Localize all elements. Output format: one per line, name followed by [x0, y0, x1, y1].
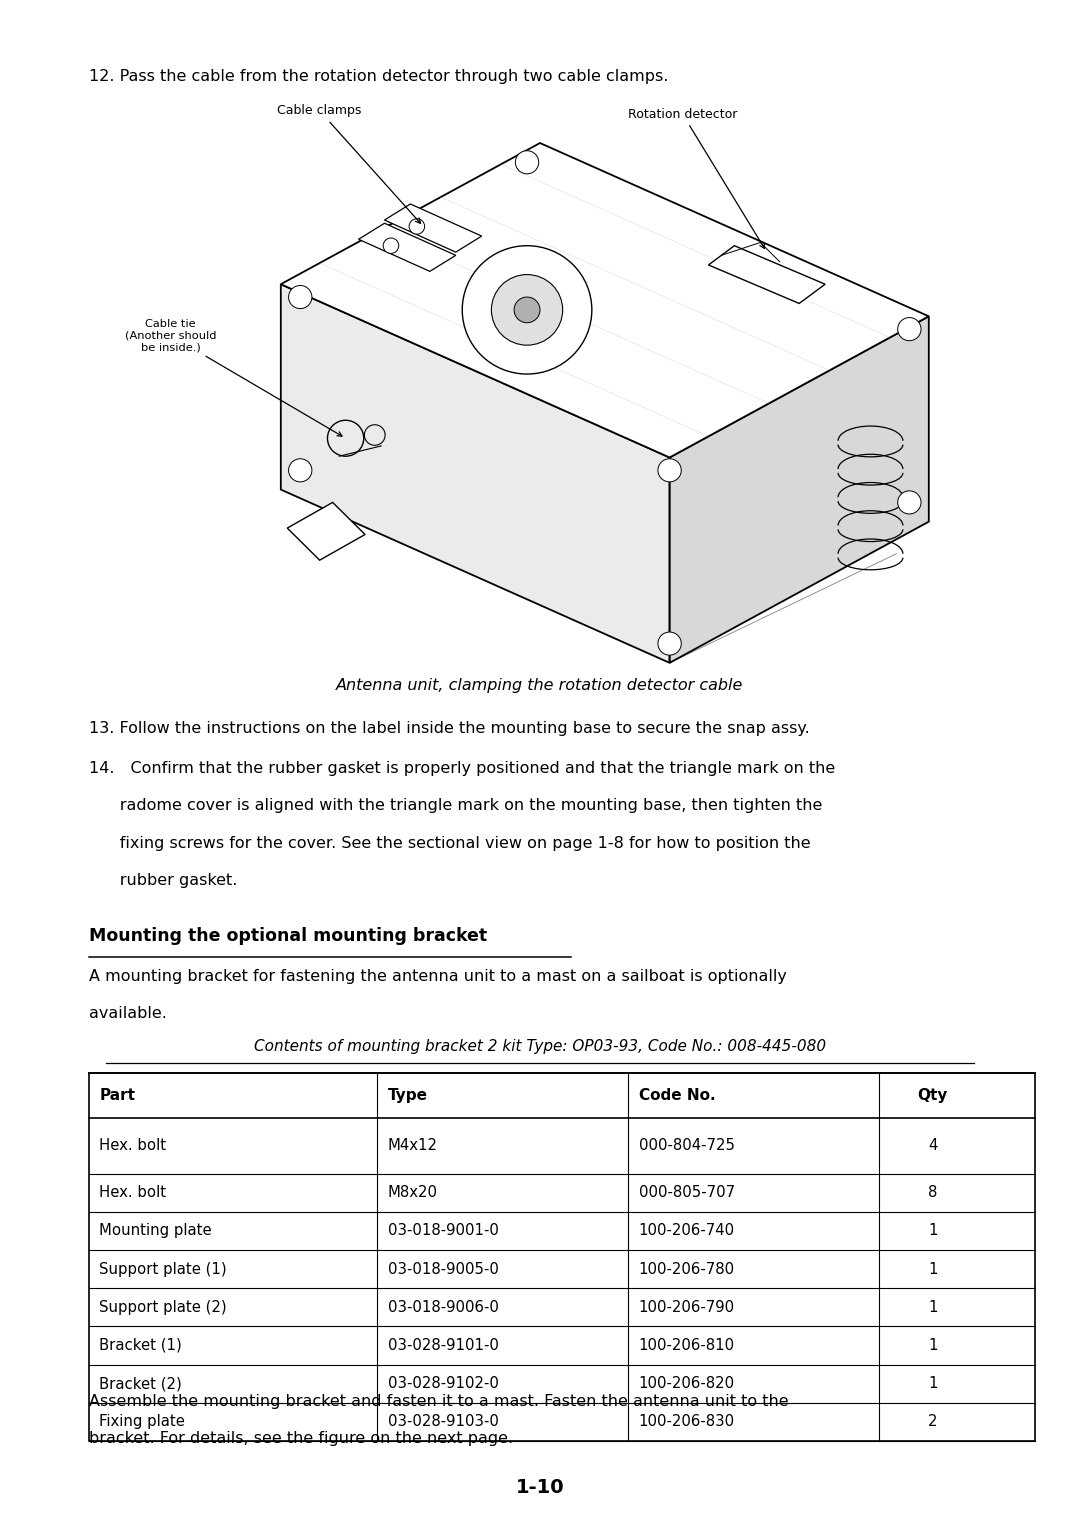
Polygon shape: [670, 316, 929, 663]
Text: Bracket (2): Bracket (2): [99, 1377, 183, 1390]
Circle shape: [658, 633, 681, 656]
Text: 13. Follow the instructions on the label inside the mounting base to secure the : 13. Follow the instructions on the label…: [89, 721, 809, 736]
Text: 1: 1: [928, 1300, 937, 1314]
Circle shape: [462, 246, 592, 374]
Text: fixing screws for the cover. See the sectional view on page 1-8 for how to posit: fixing screws for the cover. See the sec…: [89, 836, 810, 851]
Text: Qty: Qty: [918, 1088, 948, 1103]
Text: A mounting bracket for fastening the antenna unit to a mast on a sailboat is opt: A mounting bracket for fastening the ant…: [89, 969, 786, 984]
Text: 000-804-725: 000-804-725: [638, 1138, 734, 1154]
Text: Part: Part: [99, 1088, 135, 1103]
Polygon shape: [281, 144, 929, 457]
Circle shape: [658, 458, 681, 481]
Text: 12. Pass the cable from the rotation detector through two cable clamps.: 12. Pass the cable from the rotation det…: [89, 69, 667, 84]
Circle shape: [897, 490, 921, 513]
Text: 03-018-9005-0: 03-018-9005-0: [388, 1262, 499, 1276]
Text: 1: 1: [928, 1262, 937, 1276]
Polygon shape: [708, 246, 825, 304]
Text: Type: Type: [388, 1088, 428, 1103]
Text: 100-206-830: 100-206-830: [638, 1415, 734, 1429]
Text: 1: 1: [928, 1224, 937, 1238]
Text: 1-10: 1-10: [515, 1479, 565, 1497]
Text: Mounting the optional mounting bracket: Mounting the optional mounting bracket: [89, 927, 487, 946]
Text: Code No.: Code No.: [638, 1088, 715, 1103]
Text: 2: 2: [928, 1415, 937, 1429]
Text: 8: 8: [928, 1186, 937, 1199]
Text: M4x12: M4x12: [388, 1138, 437, 1154]
Text: 03-028-9102-0: 03-028-9102-0: [388, 1377, 499, 1390]
Text: Rotation detector: Rotation detector: [627, 107, 765, 249]
Polygon shape: [287, 503, 365, 561]
Circle shape: [409, 219, 424, 234]
Text: 03-028-9101-0: 03-028-9101-0: [388, 1339, 499, 1352]
Text: M8x20: M8x20: [388, 1186, 437, 1199]
Text: radome cover is aligned with the triangle mark on the mounting base, then tighte: radome cover is aligned with the triangl…: [89, 798, 822, 813]
Polygon shape: [359, 223, 456, 272]
Text: rubber gasket.: rubber gasket.: [89, 874, 237, 888]
Circle shape: [491, 275, 563, 345]
Text: 100-206-780: 100-206-780: [638, 1262, 734, 1276]
Text: Hex. bolt: Hex. bolt: [99, 1138, 166, 1154]
Circle shape: [288, 286, 312, 309]
Polygon shape: [384, 203, 482, 252]
Circle shape: [383, 238, 399, 254]
Text: Support plate (2): Support plate (2): [99, 1300, 227, 1314]
Text: Mounting plate: Mounting plate: [99, 1224, 212, 1238]
Circle shape: [514, 296, 540, 322]
Text: 4: 4: [928, 1138, 937, 1154]
Text: 14. Confirm that the rubber gasket is properly positioned and that the triangle : 14. Confirm that the rubber gasket is pr…: [89, 761, 835, 776]
Text: 100-206-820: 100-206-820: [638, 1377, 734, 1390]
Bar: [89, 1073, 1035, 1441]
Text: 1: 1: [928, 1377, 937, 1390]
Text: available.: available.: [89, 1007, 166, 1021]
Text: Cable tie
(Another should
be inside.): Cable tie (Another should be inside.): [125, 319, 342, 435]
Text: 1: 1: [928, 1339, 937, 1352]
Text: Antenna unit, clamping the rotation detector cable: Antenna unit, clamping the rotation dete…: [336, 678, 744, 694]
Text: Bracket (1): Bracket (1): [99, 1339, 183, 1352]
Text: Contents of mounting bracket 2 kit Type: OP03-93, Code No.: 008-445-080: Contents of mounting bracket 2 kit Type:…: [254, 1039, 826, 1054]
Text: 000-805-707: 000-805-707: [638, 1186, 734, 1199]
Text: 03-018-9006-0: 03-018-9006-0: [388, 1300, 499, 1314]
Text: 100-206-810: 100-206-810: [638, 1339, 734, 1352]
Text: 03-028-9103-0: 03-028-9103-0: [388, 1415, 499, 1429]
Circle shape: [515, 151, 539, 174]
Text: 03-018-9001-0: 03-018-9001-0: [388, 1224, 499, 1238]
Text: 100-206-790: 100-206-790: [638, 1300, 734, 1314]
Text: Cable clamps: Cable clamps: [278, 104, 420, 223]
Text: Hex. bolt: Hex. bolt: [99, 1186, 166, 1199]
Polygon shape: [281, 284, 670, 663]
Text: Fixing plate: Fixing plate: [99, 1415, 186, 1429]
Text: bracket. For details, see the figure on the next page.: bracket. For details, see the figure on …: [89, 1430, 513, 1445]
Text: Support plate (1): Support plate (1): [99, 1262, 227, 1276]
Text: 100-206-740: 100-206-740: [638, 1224, 734, 1238]
Circle shape: [897, 318, 921, 341]
Text: Assemble the mounting bracket and fasten it to a mast. Fasten the antenna unit t: Assemble the mounting bracket and fasten…: [89, 1394, 788, 1409]
Circle shape: [288, 458, 312, 481]
